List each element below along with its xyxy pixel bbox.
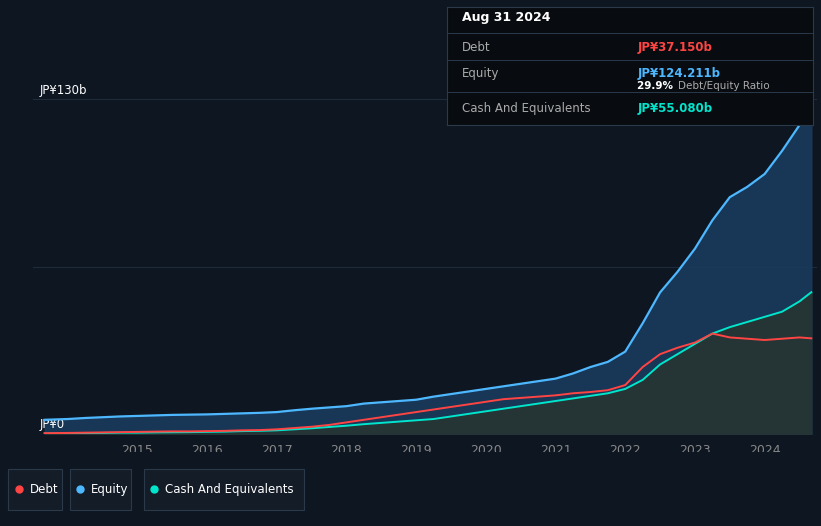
FancyBboxPatch shape [70,469,131,510]
Text: Debt: Debt [30,483,58,495]
Text: 29.9%: 29.9% [637,81,677,91]
Text: Debt: Debt [462,41,491,54]
Text: Equity: Equity [91,483,129,495]
Text: JP¥130b: JP¥130b [39,84,87,97]
Text: Cash And Equivalents: Cash And Equivalents [165,483,294,495]
Text: JP¥0: JP¥0 [39,418,65,431]
FancyBboxPatch shape [8,469,62,510]
Text: Debt/Equity Ratio: Debt/Equity Ratio [677,81,769,91]
Text: Cash And Equivalents: Cash And Equivalents [462,102,590,115]
Text: Aug 31 2024: Aug 31 2024 [462,11,551,24]
Text: JP¥124.211b: JP¥124.211b [637,67,720,79]
Text: JP¥37.150b: JP¥37.150b [637,41,713,54]
Text: JP¥55.080b: JP¥55.080b [637,102,713,115]
Text: Equity: Equity [462,67,499,79]
FancyBboxPatch shape [144,469,304,510]
